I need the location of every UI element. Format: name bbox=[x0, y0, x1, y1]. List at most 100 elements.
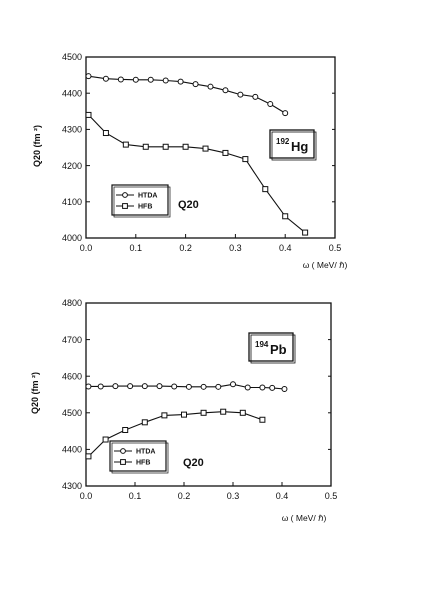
data-point-hfb bbox=[122, 427, 129, 434]
data-point-hfb bbox=[102, 436, 109, 443]
data-point-hfb bbox=[282, 213, 289, 220]
chart-pb: 0.0 0.1 0.2 0.3 0.4 0.5 4300 4400 4500 4600 4700 48… bbox=[30, 298, 337, 523]
chart-hg-xlabel: ω ( MeV/ ℏ) bbox=[303, 260, 348, 270]
chart-pb-ylabel: Q20 (fm ²) bbox=[30, 372, 40, 414]
chart-pb-xlabel: ω ( MeV/ ℏ) bbox=[282, 513, 327, 523]
chart-pb-ytick-label: 4400 bbox=[62, 445, 82, 455]
chart-hg-xtick-label: 0.4 bbox=[279, 243, 292, 253]
chart-hg-xtick-label: 0.2 bbox=[179, 243, 192, 253]
data-point-htda bbox=[147, 76, 154, 83]
chart-pb-ytick-label: 4700 bbox=[62, 335, 82, 345]
data-point-htda bbox=[282, 110, 289, 117]
data-point-hfb bbox=[182, 143, 189, 150]
chart-pb-nucleus-symbol: Pb bbox=[270, 342, 287, 357]
data-point-htda bbox=[102, 75, 109, 82]
data-point-hfb bbox=[162, 143, 169, 150]
chart-pb-ytick-label: 4600 bbox=[62, 371, 82, 381]
chart-hg-frame bbox=[85, 56, 336, 239]
data-point-hfb bbox=[222, 149, 229, 156]
chart-hg-xtick-label: 0.5 bbox=[329, 243, 342, 253]
data-point-htda bbox=[222, 87, 229, 94]
chart-pb-xtick-label: 0.4 bbox=[276, 491, 289, 501]
chart-hg-legend-htda: HTDA bbox=[138, 193, 157, 200]
data-point-htda bbox=[281, 386, 288, 393]
data-point-htda bbox=[156, 383, 163, 390]
data-point-hfb bbox=[202, 145, 209, 152]
chart-hg-q20-label: Q20 bbox=[178, 199, 199, 211]
data-point-htda bbox=[141, 383, 148, 390]
data-point-htda bbox=[244, 384, 251, 391]
chart-pb-q20-label: Q20 bbox=[183, 457, 204, 469]
chart-hg-legend: HTDA HFB bbox=[111, 184, 171, 218]
data-point-htda bbox=[200, 383, 207, 390]
legend-htda-marker bbox=[120, 448, 126, 454]
chart-pb-xtick-label: 0.5 bbox=[325, 491, 338, 501]
data-point-hfb bbox=[141, 419, 148, 426]
chart-pb-legend-htda: HTDA bbox=[136, 449, 155, 456]
chart-pb-nucleus-box: 194 Pb bbox=[248, 332, 296, 364]
chart-hg-ytick-label: 4500 bbox=[62, 52, 82, 62]
chart-hg-xtick-label: 0.1 bbox=[130, 243, 143, 253]
data-point-hfb bbox=[85, 111, 92, 118]
data-point-htda bbox=[171, 383, 178, 390]
data-point-hfb bbox=[102, 130, 109, 137]
chart-pb-legend: HTDA HFB bbox=[109, 440, 169, 474]
data-point-htda bbox=[127, 383, 134, 390]
data-point-htda bbox=[269, 384, 276, 391]
data-point-hfb bbox=[142, 143, 149, 150]
data-point-htda bbox=[192, 81, 199, 88]
data-point-htda bbox=[97, 383, 104, 390]
data-point-htda bbox=[230, 381, 236, 388]
chart-pb-ytick-label: 4800 bbox=[62, 298, 82, 308]
chart-pb-ytick-label: 4300 bbox=[62, 481, 82, 491]
chart-hg: 0.0 0.1 0.2 0.3 0.4 0.5 4000 4100 4200 4300 4400 45… bbox=[32, 52, 347, 270]
chart-hg-ylabel: Q20 (fm ²) bbox=[32, 125, 42, 167]
chart-pb-ytick-label: 4500 bbox=[62, 408, 82, 418]
data-point-hfb bbox=[122, 141, 129, 148]
chart-hg-ytick-label: 4000 bbox=[62, 233, 82, 243]
data-point-htda bbox=[132, 76, 139, 83]
chart-pb-xtick-label: 0.0 bbox=[80, 491, 93, 501]
legend-hfb-marker bbox=[122, 203, 128, 209]
chart-pb-xtick-label: 0.1 bbox=[129, 491, 142, 501]
data-point-htda bbox=[207, 83, 214, 90]
data-point-htda bbox=[259, 384, 266, 391]
data-point-hfb bbox=[259, 416, 266, 423]
chart-pb-nucleus-mass: 194 bbox=[255, 340, 269, 349]
data-point-htda bbox=[112, 383, 119, 390]
data-point-hfb bbox=[181, 411, 187, 418]
data-point-htda bbox=[85, 383, 92, 390]
series-line-hfb bbox=[88, 411, 263, 457]
data-point-htda bbox=[267, 101, 274, 108]
chart-hg-xtick-label: 0.3 bbox=[229, 243, 242, 253]
data-point-htda bbox=[252, 93, 259, 100]
data-point-hfb bbox=[262, 186, 269, 193]
legend-htda-marker bbox=[122, 192, 128, 198]
chart-hg-legend-hfb: HFB bbox=[138, 204, 152, 211]
chart-pb-xtick-label: 0.2 bbox=[178, 491, 191, 501]
data-point-hfb bbox=[239, 409, 246, 416]
chart-hg-ytick-label: 4200 bbox=[62, 161, 82, 171]
data-point-htda bbox=[85, 73, 92, 80]
chart-hg-nucleus-mass: 192 bbox=[276, 137, 290, 146]
chart-hg-nucleus-symbol: Hg bbox=[291, 139, 308, 154]
chart-hg-ytick-label: 4400 bbox=[62, 88, 82, 98]
legend-hfb-marker bbox=[120, 459, 126, 465]
series-line-hfb bbox=[88, 114, 306, 234]
data-point-hfb bbox=[220, 408, 227, 415]
data-point-htda bbox=[177, 78, 184, 85]
chart-hg-ytick-label: 4300 bbox=[62, 125, 82, 135]
data-point-hfb bbox=[85, 453, 92, 460]
data-point-htda bbox=[215, 383, 222, 390]
chart-pb-marks: 0.0 0.1 0.2 0.3 0.4 0.5 4300 4400 4500 4600 4700 48… bbox=[62, 298, 337, 501]
data-point-htda bbox=[117, 76, 124, 83]
data-point-hfb bbox=[302, 229, 309, 236]
chart-pb-frame bbox=[85, 302, 332, 487]
chart-hg-xtick-label: 0.0 bbox=[80, 243, 93, 253]
chart-hg-marks: 0.0 0.1 0.2 0.3 0.4 0.5 4000 4100 4200 4300 4400 45… bbox=[62, 52, 341, 253]
data-point-hfb bbox=[161, 412, 168, 419]
chart-pb-legend-hfb: HFB bbox=[136, 460, 150, 467]
data-point-htda bbox=[162, 77, 169, 84]
